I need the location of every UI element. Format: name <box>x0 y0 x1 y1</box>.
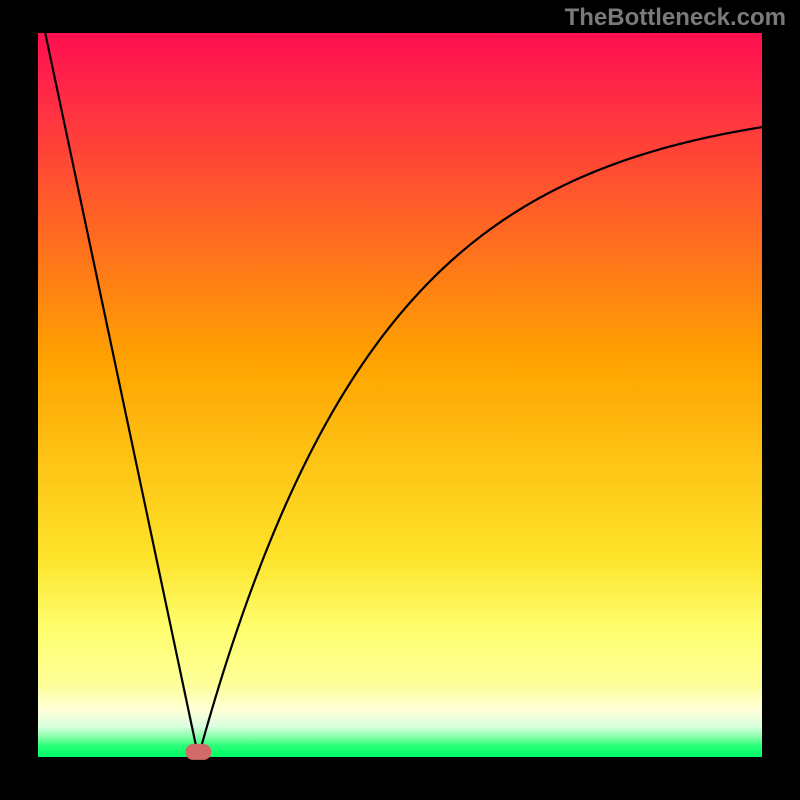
bottleneck-chart <box>0 0 800 800</box>
min-marker <box>185 744 211 760</box>
chart-container: TheBottleneck.com <box>0 0 800 800</box>
plot-area <box>38 33 762 757</box>
watermark-text: TheBottleneck.com <box>565 4 786 32</box>
